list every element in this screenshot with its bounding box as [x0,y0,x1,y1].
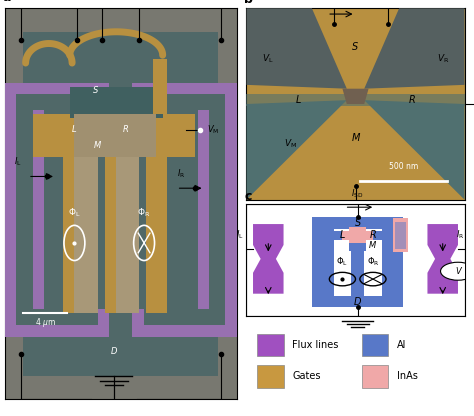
Text: $I_\mathrm{L}$: $I_\mathrm{L}$ [236,228,243,241]
Bar [74,149,98,313]
Bar [70,87,163,118]
Text: c: c [244,190,252,203]
Bar [5,83,109,110]
Text: 4 $\mu$m: 4 $\mu$m [35,316,56,329]
Text: $\Phi_\mathrm{R}$: $\Phi_\mathrm{R}$ [137,207,151,220]
Bar [257,365,283,388]
Text: D: D [354,297,362,307]
Text: $V_\mathrm{M}$: $V_\mathrm{M}$ [283,137,297,150]
Text: $\Phi_\mathrm{L}$: $\Phi_\mathrm{L}$ [68,207,81,220]
Bar [349,238,366,251]
Bar [209,102,226,313]
Bar [116,149,139,313]
Text: L: L [340,230,345,240]
Polygon shape [364,8,465,89]
Text: b: b [244,0,253,6]
Text: $\Phi_\mathrm{L}$: $\Phi_\mathrm{L}$ [337,255,348,268]
Polygon shape [428,224,458,294]
Text: 500 nm: 500 nm [389,162,418,171]
Text: $V_\mathrm{R}$: $V_\mathrm{R}$ [437,53,449,65]
Text: $I_\mathrm{R}$: $I_\mathrm{R}$ [177,168,185,180]
Text: $V_\mathrm{L}$: $V_\mathrm{L}$ [263,53,274,65]
Text: S: S [352,42,359,52]
Polygon shape [253,224,283,294]
Bar [5,83,44,337]
Bar [105,149,126,313]
Bar [349,228,366,243]
Circle shape [440,262,474,280]
Bar [16,94,98,110]
Bar [23,32,219,376]
Text: $I_\mathrm{SD}$: $I_\mathrm{SD}$ [352,188,364,201]
Text: L: L [72,125,77,134]
Bar [349,220,366,233]
Bar [23,32,219,376]
Text: M: M [351,134,360,144]
Bar [362,365,388,388]
Text: S: S [92,86,98,95]
Bar [312,217,403,228]
Bar [144,310,226,325]
Polygon shape [364,8,465,200]
Text: $I_\mathrm{SD}$: $I_\mathrm{SD}$ [332,0,344,2]
Text: $V_\mathrm{M}$: $V_\mathrm{M}$ [207,123,219,136]
Bar [146,149,167,313]
Polygon shape [246,100,347,200]
Bar [154,59,167,114]
Text: M: M [94,141,101,150]
Text: $I_\mathrm{L}$: $I_\mathrm{L}$ [14,156,22,168]
Bar [312,217,334,307]
Bar [74,114,155,157]
Text: M: M [369,241,376,250]
Bar [362,334,388,356]
Polygon shape [246,8,347,200]
Bar [382,217,403,307]
Bar [365,231,392,240]
Bar [395,222,406,249]
Polygon shape [312,8,399,89]
Text: Al: Al [397,340,406,350]
Polygon shape [364,100,465,200]
Text: L: L [296,95,301,105]
Text: $V_\mathrm{S}$: $V_\mathrm{S}$ [415,0,427,2]
Text: a: a [2,0,11,5]
Bar [198,83,237,337]
Bar [5,310,109,337]
Bar [63,149,84,313]
Bar [16,102,33,313]
Bar [351,228,364,296]
Bar [132,83,237,110]
Text: $\Phi_\mathrm{R}$: $\Phi_\mathrm{R}$ [366,255,379,268]
Text: Flux lines: Flux lines [292,340,338,350]
Bar [16,310,98,325]
Text: S: S [355,218,361,228]
Text: R: R [123,125,128,134]
Bar [312,296,403,307]
Bar [392,218,408,252]
Text: V: V [455,267,461,276]
Bar [324,231,350,240]
Bar [132,310,237,337]
Text: R: R [370,230,376,240]
Bar [342,231,373,240]
Text: InAs: InAs [397,371,418,381]
Bar [46,114,195,157]
Polygon shape [246,8,347,89]
Text: Gates: Gates [292,371,321,381]
Bar [257,334,283,356]
Text: $I_\mathrm{R}$: $I_\mathrm{R}$ [456,228,464,241]
Bar [246,94,465,106]
Bar [144,94,226,110]
Polygon shape [342,89,369,104]
Bar [334,228,382,296]
Text: R: R [409,95,416,105]
Text: D: D [110,347,117,357]
Bar [33,114,56,157]
